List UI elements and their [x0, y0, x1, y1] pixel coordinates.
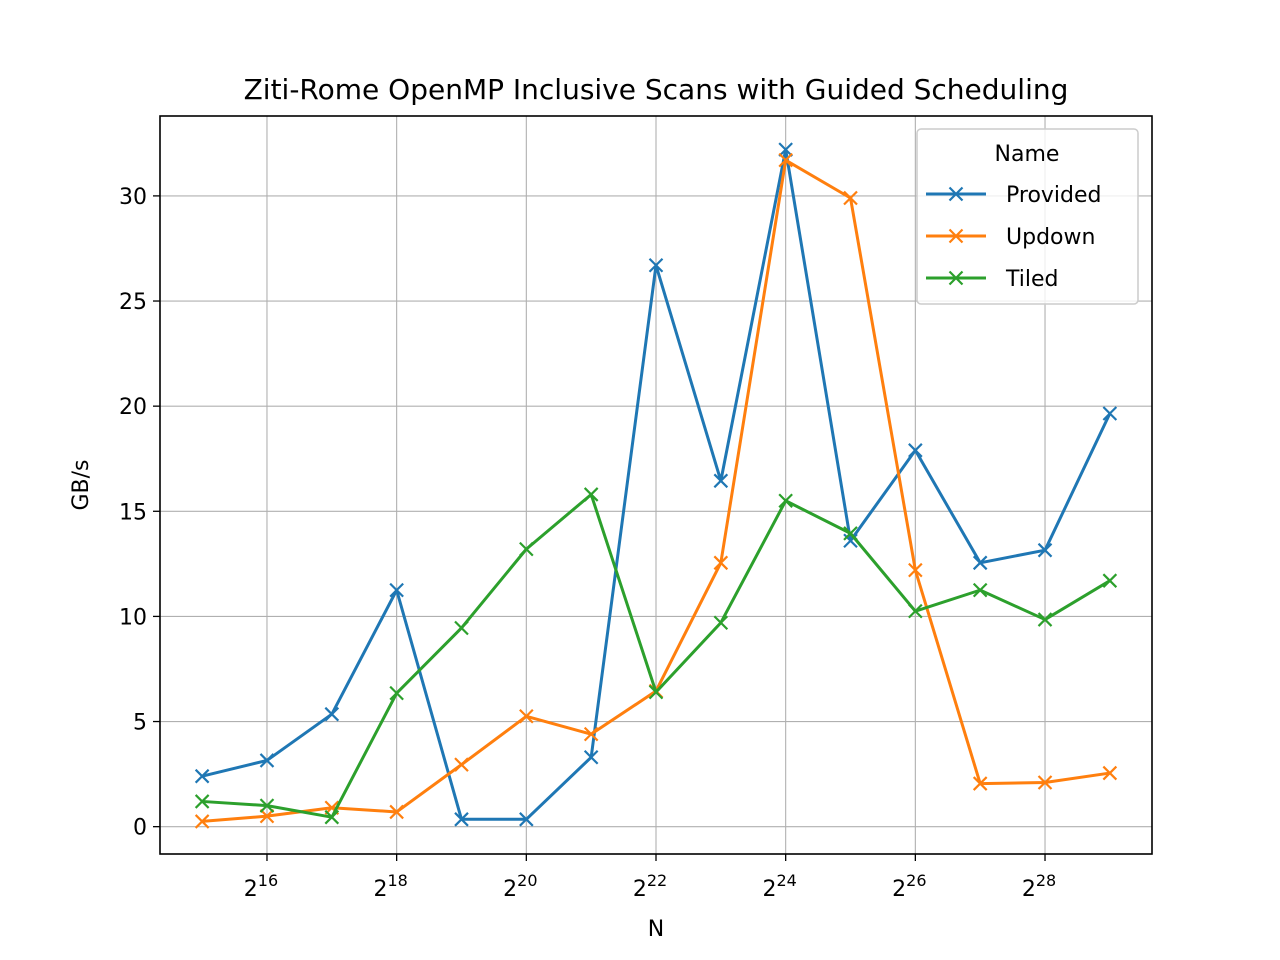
data-point [583, 487, 599, 502]
data-point [908, 562, 923, 578]
x-tick-exponent: 26 [906, 871, 926, 890]
data-point [908, 603, 923, 619]
x-tick-exponent: 20 [517, 871, 537, 890]
y-axis-label: GB/s [69, 459, 94, 510]
series-tiled [194, 487, 1118, 825]
data-point [194, 794, 210, 809]
chart-title: Ziti-Rome OpenMP Inclusive Scans with Gu… [244, 73, 1069, 106]
data-point [713, 555, 729, 571]
y-axis: 0 5 10 15 20 25 30 [119, 185, 160, 841]
data-point [778, 493, 793, 509]
legend-entry-updown: Updown [926, 225, 1095, 250]
data-point [1102, 765, 1118, 781]
x-tick-exponent: 18 [387, 871, 407, 890]
data-point [454, 812, 469, 827]
data-point [259, 798, 275, 813]
x-tick-label: 216 [244, 871, 278, 902]
data-point [1102, 406, 1118, 421]
x-tick-base: 2 [762, 877, 776, 902]
data-point [324, 706, 340, 722]
x-axis-label: N [648, 917, 664, 942]
x-tick-exponent: 16 [258, 871, 278, 890]
data-point [194, 814, 210, 829]
data-point [519, 812, 534, 827]
legend-title: Name [995, 142, 1060, 167]
data-point [454, 757, 469, 772]
grid-layer [160, 116, 1152, 854]
x-tick-label: 228 [1022, 871, 1056, 902]
legend-marker [948, 186, 964, 202]
x-tick-base: 2 [1022, 877, 1036, 902]
y-tick-label: 20 [119, 395, 147, 420]
data-point [1037, 612, 1053, 627]
legend-entry-tiled: Tiled [926, 267, 1059, 292]
series-provided [194, 142, 1118, 827]
x-tick-label: 220 [503, 871, 537, 902]
x-tick-base: 2 [373, 877, 387, 902]
x-axis: 216 218 220 222 224 226 228 [244, 854, 1056, 902]
x-tick-label: 222 [633, 871, 667, 902]
legend-label: Updown [1006, 225, 1095, 250]
data-point [583, 726, 599, 742]
x-tick-base: 2 [892, 877, 906, 902]
data-point [972, 555, 988, 571]
legend-label: Provided [1006, 183, 1102, 208]
legend-marker [948, 270, 964, 286]
y-tick-label: 10 [119, 605, 147, 630]
data-point [324, 809, 340, 825]
data-point [713, 615, 729, 630]
y-tick-label: 25 [119, 290, 147, 315]
data-point [583, 750, 599, 765]
y-tick-label: 5 [133, 711, 147, 736]
data-point [389, 582, 404, 598]
y-tick-label: 30 [119, 185, 147, 210]
legend-marker [948, 228, 964, 244]
legend-entry-provided: Provided [926, 183, 1102, 208]
data-point [908, 443, 923, 458]
legend: Name Provided Updown Tiled [916, 128, 1139, 305]
data-point [389, 804, 404, 820]
x-tick-base: 2 [633, 877, 647, 902]
data-point [259, 753, 275, 768]
data-point [648, 258, 664, 273]
data-point [648, 684, 664, 700]
data-point [389, 685, 404, 701]
data-point [1037, 775, 1053, 790]
x-tick-base: 2 [244, 877, 258, 902]
data-point [259, 808, 275, 824]
y-tick-label: 15 [119, 500, 147, 525]
data-point [1037, 542, 1053, 558]
data-point [778, 152, 793, 168]
x-tick-exponent: 28 [1036, 871, 1056, 890]
data-point [519, 541, 534, 557]
x-tick-exponent: 24 [776, 871, 796, 890]
x-tick-label: 226 [892, 871, 926, 902]
data-point [713, 473, 729, 489]
data-point [1102, 573, 1118, 588]
x-tick-exponent: 22 [647, 871, 667, 890]
data-point [843, 190, 858, 206]
data-point [454, 620, 469, 636]
series-layer [194, 142, 1118, 829]
x-tick-label: 224 [762, 871, 796, 902]
data-point [843, 526, 858, 541]
data-point [778, 142, 793, 157]
data-point [972, 582, 988, 598]
data-point [972, 776, 988, 791]
data-point [194, 768, 210, 784]
y-tick-label: 0 [133, 816, 147, 841]
legend-entries: Provided Updown Tiled [926, 183, 1102, 292]
data-point [519, 709, 534, 724]
legend-box [916, 128, 1139, 305]
legend-label: Tiled [1005, 267, 1059, 292]
x-tick-base: 2 [503, 877, 517, 902]
x-tick-label: 218 [373, 871, 407, 902]
